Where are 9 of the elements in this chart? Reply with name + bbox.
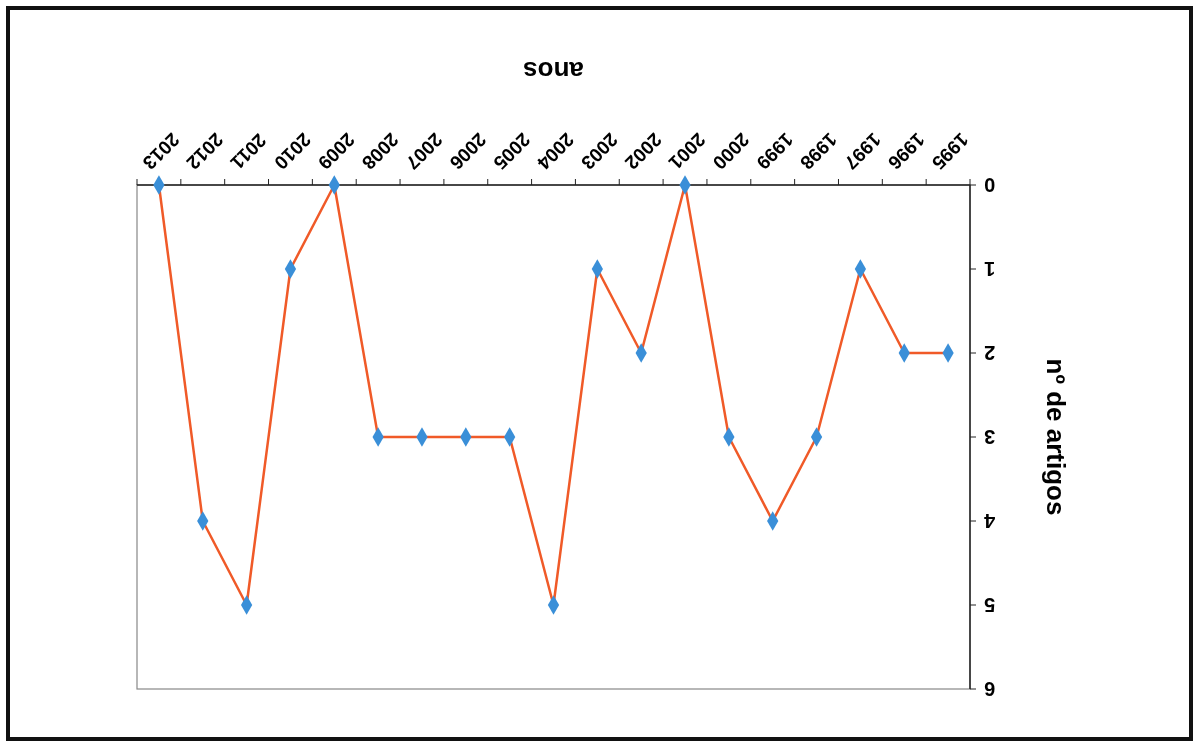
y-tick-label: 5 (984, 594, 996, 616)
y-tick-label: 0 (984, 174, 996, 196)
y-tick-label: 1 (984, 258, 996, 280)
y-tick-label: 3 (984, 426, 996, 448)
y-tick-label: 6 (984, 678, 996, 700)
y-tick-label: 2 (984, 342, 996, 364)
x-axis-title: anos (523, 56, 584, 86)
y-axis-title: nº de artigos (1041, 358, 1071, 516)
y-tick-label: 4 (983, 510, 996, 532)
